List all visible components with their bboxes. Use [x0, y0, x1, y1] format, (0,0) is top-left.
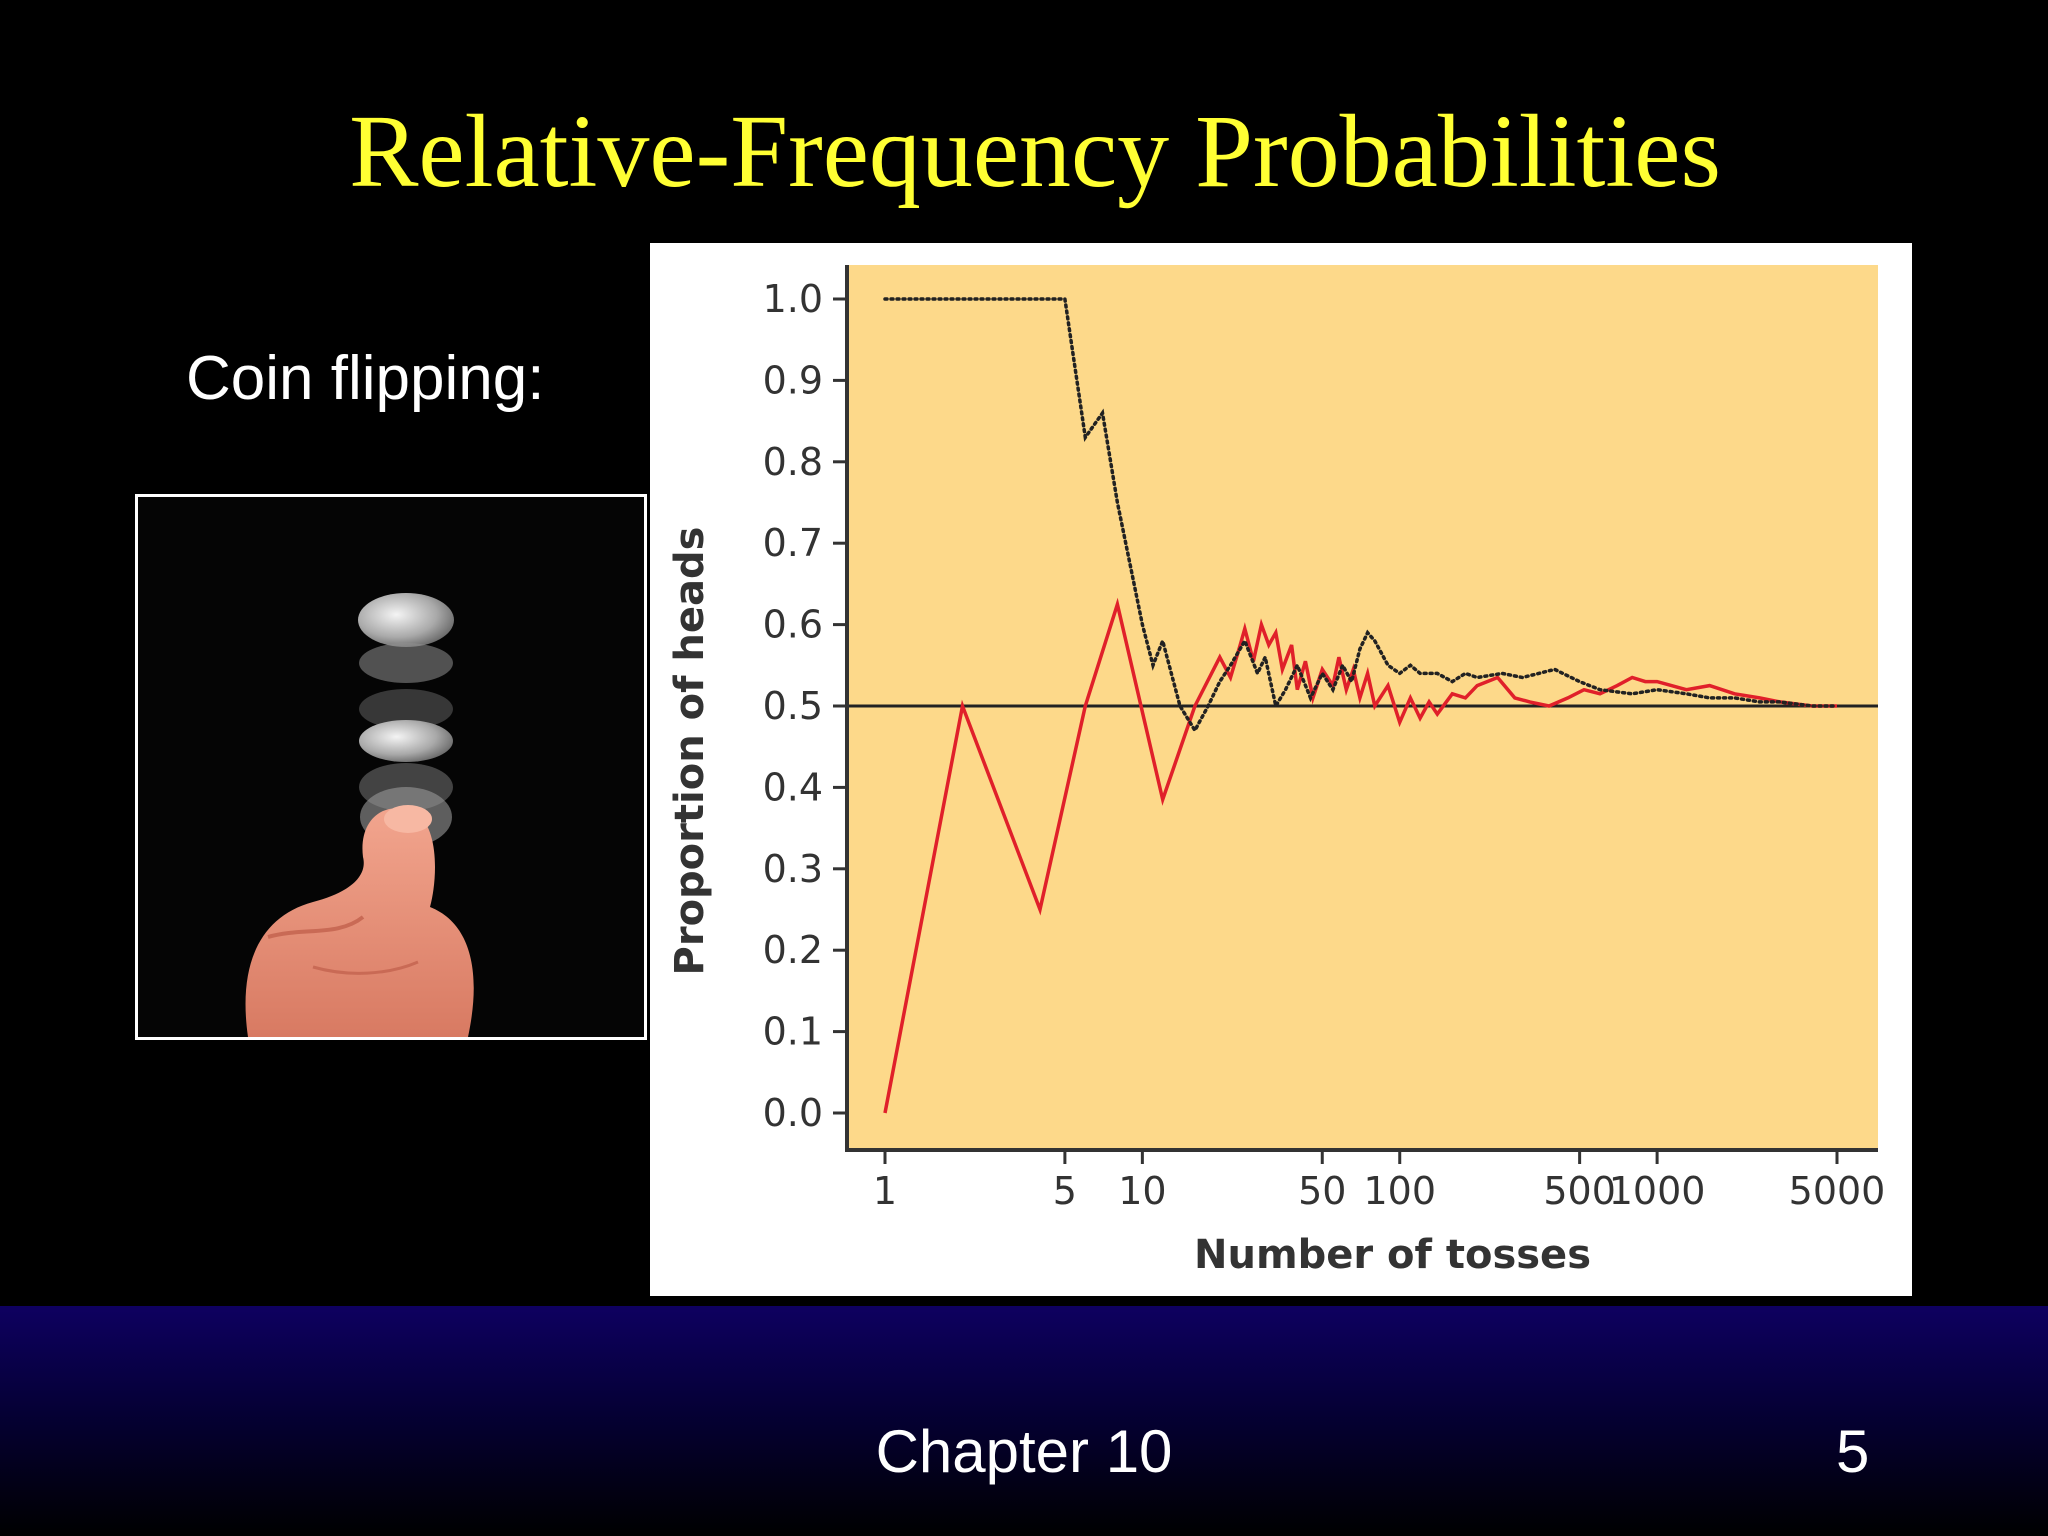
- y-tick-label: 0.4: [763, 765, 823, 809]
- y-axis-ticks: 0.0 0.1 0.2 0.3 0.4 0.5 0.6 0.7 0.8 0.9 1.0: [763, 277, 847, 1135]
- x-tick-label: 100: [1363, 1169, 1436, 1213]
- chart-panel: 0.0 0.1 0.2 0.3 0.4 0.5 0.6 0.7 0.8 0.9 1.0 1 5 10 50…: [650, 243, 1912, 1296]
- x-tick-label: 5000: [1789, 1169, 1886, 1213]
- y-tick-label: 0.1: [763, 1010, 823, 1054]
- x-tick-label: 1: [873, 1169, 897, 1213]
- y-tick-label: 0.0: [763, 1091, 823, 1135]
- proportion-of-heads-chart: 0.0 0.1 0.2 0.3 0.4 0.5 0.6 0.7 0.8 0.9 1.0 1 5 10 50…: [667, 265, 1885, 1278]
- y-tick-label: 0.6: [763, 603, 823, 647]
- slide-title: Relative-Frequency Probabilities: [349, 94, 1721, 209]
- slide-footer-band: [0, 1306, 2048, 1536]
- y-tick-label: 0.8: [763, 440, 823, 484]
- y-tick-label: 0.5: [763, 684, 823, 728]
- coin-flipping-caption: Coin flipping:: [186, 344, 545, 413]
- x-axis-title: Number of tosses: [1194, 1232, 1591, 1278]
- x-tick-label: 500: [1543, 1169, 1616, 1213]
- coin-flip-photo: [135, 494, 647, 1040]
- coin-flip-illustration: [138, 497, 644, 1037]
- y-tick-label: 0.9: [763, 358, 823, 402]
- solid-series-line: [883, 597, 1837, 1114]
- footer-page-number: 5: [1836, 1418, 1870, 1485]
- x-tick-label: 5: [1053, 1169, 1077, 1213]
- y-tick-label: 0.3: [763, 847, 823, 891]
- series-layer: [883, 297, 1839, 1114]
- y-tick-label: 0.7: [763, 521, 823, 565]
- x-tick-label: 10: [1118, 1169, 1166, 1213]
- y-tick-label: 1.0: [763, 277, 823, 321]
- y-tick-label: 0.2: [763, 928, 823, 972]
- footer-chapter-label: Chapter 10: [875, 1418, 1173, 1485]
- hand-icon: [245, 805, 474, 1037]
- x-tick-label: 50: [1298, 1169, 1346, 1213]
- dotted-series-line: [883, 297, 1839, 734]
- y-axis-title: Proportion of heads: [667, 527, 713, 976]
- x-tick-label: 1000: [1609, 1169, 1706, 1213]
